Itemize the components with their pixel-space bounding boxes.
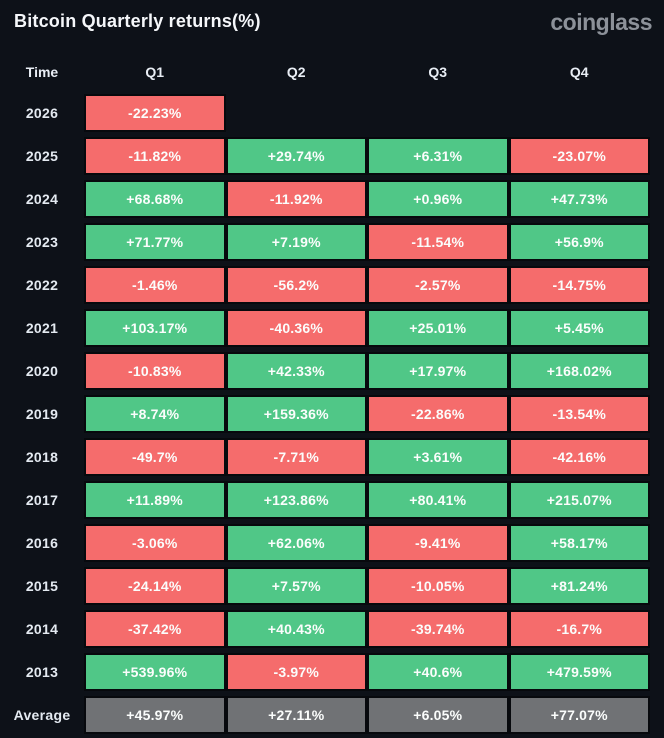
empty-cell-2026-q2 — [226, 94, 368, 132]
return-cell-2014-q2: +40.43% — [225, 610, 367, 648]
return-cell-2021-q1: +103.17% — [84, 309, 226, 347]
return-cell-2023-q1: +71.77% — [84, 223, 226, 261]
return-cell-2015-q3: -10.05% — [367, 567, 509, 605]
return-cell-2014-q4: -16.7% — [508, 610, 650, 648]
return-cell-2025-q4: -23.07% — [508, 137, 650, 175]
return-cell-2020-q4: +168.02% — [508, 352, 650, 390]
return-cell-2024-q1: +68.68% — [84, 180, 226, 218]
return-cell-2017-q1: +11.89% — [84, 481, 226, 519]
return-cell-2023-q3: -11.54% — [367, 223, 509, 261]
return-cell-2013-q2: -3.97% — [225, 653, 367, 691]
return-cell-2017-q4: +215.07% — [508, 481, 650, 519]
return-cell-2013-q3: +40.6% — [367, 653, 509, 691]
return-cell-2023-q2: +7.19% — [225, 223, 367, 261]
return-cell-2025-q2: +29.74% — [225, 137, 367, 175]
return-cell-2014-q1: -37.42% — [84, 610, 226, 648]
return-cell-2015-q2: +7.57% — [225, 567, 367, 605]
return-cell-2024-q3: +0.96% — [367, 180, 509, 218]
row-label-average: Average — [13, 707, 71, 723]
return-cell-2016-q4: +58.17% — [508, 524, 650, 562]
return-cell-average-q2: +27.11% — [225, 696, 367, 734]
return-cell-2018-q1: -49.7% — [84, 438, 226, 476]
row-label-2019: 2019 — [25, 406, 59, 422]
row-label-2016: 2016 — [25, 535, 59, 551]
row-label-2017: 2017 — [25, 492, 59, 508]
row-label-2026: 2026 — [25, 105, 59, 121]
title-bar: Bitcoin Quarterly returns(%) coinglass — [0, 0, 664, 50]
row-label-2014: 2014 — [25, 621, 59, 637]
column-header-q2: Q2 — [286, 64, 306, 80]
return-cell-2016-q1: -3.06% — [84, 524, 226, 562]
return-cell-2024-q4: +47.73% — [508, 180, 650, 218]
table-column-headers: Time Q1 Q2 Q3 Q4 — [0, 50, 650, 94]
return-cell-2018-q4: -42.16% — [508, 438, 650, 476]
return-cell-2020-q3: +17.97% — [367, 352, 509, 390]
return-cell-2021-q2: -40.36% — [225, 309, 367, 347]
row-label-2013: 2013 — [25, 664, 59, 680]
return-cell-2026-q1: -22.23% — [84, 94, 226, 132]
return-cell-2025-q3: +6.31% — [367, 137, 509, 175]
return-cell-2019-q4: -13.54% — [508, 395, 650, 433]
return-cell-2021-q3: +25.01% — [367, 309, 509, 347]
page-title: Bitcoin Quarterly returns(%) — [14, 11, 261, 31]
column-header-q4: Q4 — [569, 64, 589, 80]
return-cell-average-q4: +77.07% — [508, 696, 650, 734]
return-cell-2018-q3: +3.61% — [367, 438, 509, 476]
row-label-2022: 2022 — [25, 277, 59, 293]
return-cell-2020-q2: +42.33% — [225, 352, 367, 390]
return-cell-2022-q1: -1.46% — [84, 266, 226, 304]
return-cell-2014-q3: -39.74% — [367, 610, 509, 648]
return-cell-2023-q4: +56.9% — [508, 223, 650, 261]
return-cell-2019-q2: +159.36% — [225, 395, 367, 433]
empty-cell-2026-q4 — [509, 94, 651, 132]
return-cell-2013-q1: +539.96% — [84, 653, 226, 691]
return-cell-2022-q2: -56.2% — [225, 266, 367, 304]
return-cell-2013-q4: +479.59% — [508, 653, 650, 691]
return-cell-2025-q1: -11.82% — [84, 137, 226, 175]
row-label-2023: 2023 — [25, 234, 59, 250]
table-body: 2026 -22.23% 2025 -11.82% +29.74% +6.31% -23.0… — [0, 94, 650, 734]
row-label-2015: 2015 — [25, 578, 59, 594]
row-label-2025: 2025 — [25, 148, 59, 164]
return-cell-2016-q3: -9.41% — [367, 524, 509, 562]
row-label-2021: 2021 — [25, 320, 59, 336]
row-label-2018: 2018 — [25, 449, 59, 465]
return-cell-2017-q2: +123.86% — [225, 481, 367, 519]
return-cell-2019-q3: -22.86% — [367, 395, 509, 433]
row-label-2020: 2020 — [25, 363, 59, 379]
return-cell-2021-q4: +5.45% — [508, 309, 650, 347]
return-cell-2017-q3: +80.41% — [367, 481, 509, 519]
column-header-time: Time — [25, 64, 59, 80]
return-cell-2020-q1: -10.83% — [84, 352, 226, 390]
coinglass-logo[interactable]: coinglass — [550, 9, 652, 35]
empty-cell-2026-q3 — [367, 94, 509, 132]
return-cell-2019-q1: +8.74% — [84, 395, 226, 433]
return-cell-average-q3: +6.05% — [367, 696, 509, 734]
column-header-q1: Q1 — [145, 64, 165, 80]
return-cell-average-q1: +45.97% — [84, 696, 226, 734]
row-label-2024: 2024 — [25, 191, 59, 207]
column-header-q3: Q3 — [428, 64, 448, 80]
return-cell-2018-q2: -7.71% — [225, 438, 367, 476]
return-cell-2016-q2: +62.06% — [225, 524, 367, 562]
return-cell-2024-q2: -11.92% — [225, 180, 367, 218]
return-cell-2022-q4: -14.75% — [508, 266, 650, 304]
return-cell-2022-q3: -2.57% — [367, 266, 509, 304]
return-cell-2015-q4: +81.24% — [508, 567, 650, 605]
return-cell-2015-q1: -24.14% — [84, 567, 226, 605]
